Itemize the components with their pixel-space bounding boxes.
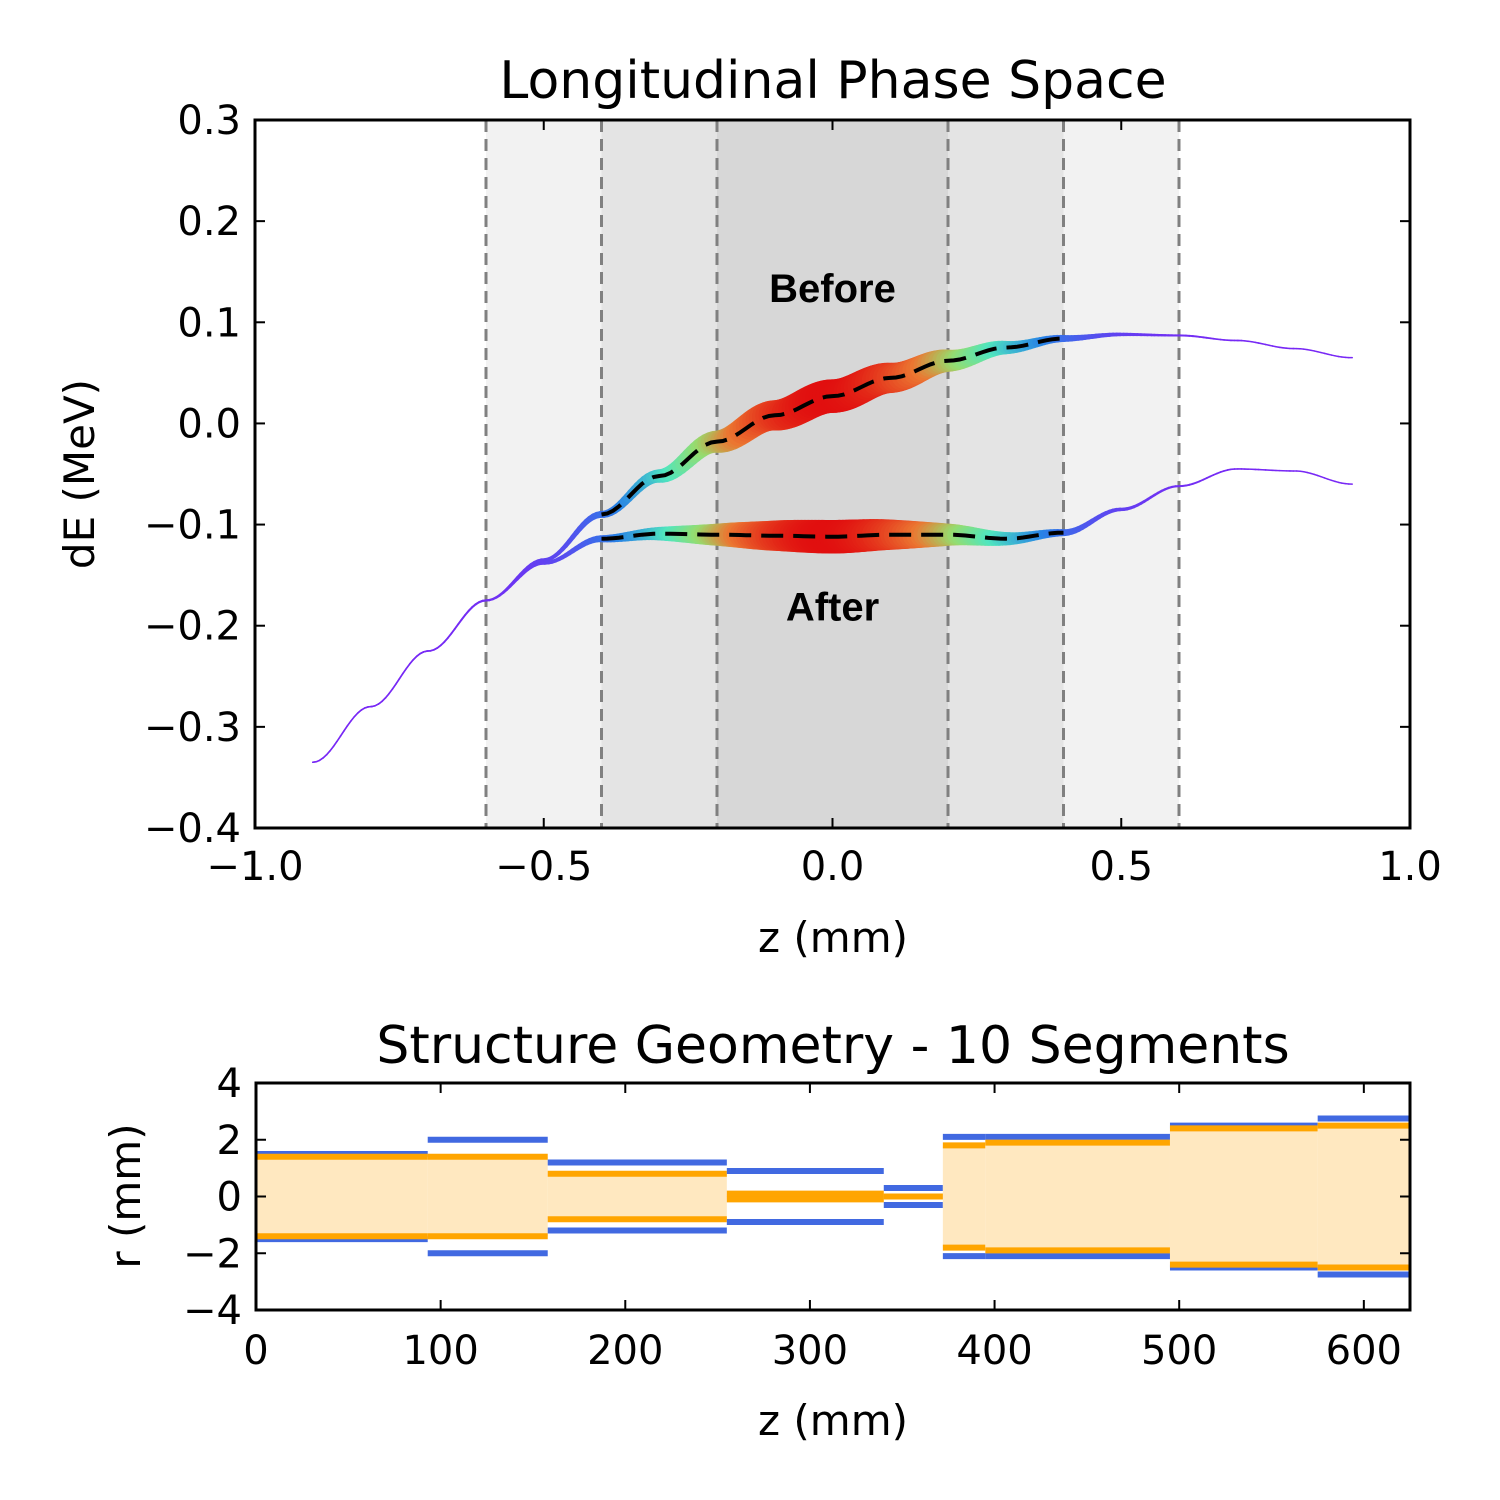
mean-curve-before (601, 336, 1064, 517)
beam-band-after-segment (453, 623, 460, 630)
x-tick-label: −1.0 (206, 844, 303, 890)
x-tick-label: −0.5 (495, 844, 592, 890)
geometry-plot-area (256, 1115, 1410, 1278)
segment-aperture-fill (256, 1156, 428, 1237)
x-tick-label: 100 (402, 1328, 478, 1374)
phase-space-y-label: dE (MeV) (55, 379, 104, 569)
beam-band-after-segment (457, 618, 463, 626)
annotation-before: Before (769, 267, 896, 311)
x-tick-label: 600 (1326, 1328, 1402, 1374)
beam-band-after-segment (339, 730, 345, 737)
y-tick-label: −0.4 (144, 806, 241, 852)
x-tick-label: 400 (956, 1328, 1032, 1374)
beam-band-after-segment (336, 735, 342, 743)
x-tick-label: 1.0 (1378, 844, 1442, 890)
shaded-band-2 (717, 120, 948, 828)
beam-band-after-segment (447, 632, 453, 639)
y-tick-label: −0.2 (144, 604, 241, 650)
y-tick-label: 0.3 (177, 98, 241, 144)
beam-band-after-segment (384, 692, 390, 699)
beam-band-after-segment (405, 663, 411, 670)
x-tick-label: 0 (243, 1328, 268, 1374)
beam-band-after-segment (332, 740, 338, 748)
geometry-axes: 0 100 200 300 400 500 600 4 2 0 −2 −4 (183, 1061, 1410, 1374)
phase-space-x-label: z (mm) (758, 913, 908, 962)
segment-aperture-fill (427, 1156, 548, 1237)
annotation-after: After (786, 586, 879, 630)
y-tick-label: 2 (217, 1118, 242, 1164)
phase-space-axes: −1.0 −0.5 0.0 0.5 1.0 0.3 0.2 0.1 0.0 −0.1 −0.2 −0.… (144, 98, 1442, 890)
y-tick-label: 0.0 (177, 401, 241, 447)
geometry-y-label: r (mm) (101, 1123, 150, 1268)
phase-space-title: Longitudinal Phase Space (499, 51, 1166, 111)
y-tick-label: −2 (183, 1231, 242, 1277)
segment-aperture-fill (1169, 1128, 1318, 1265)
geometry-title: Structure Geometry - 10 Segments (376, 1016, 1289, 1076)
beam-band-after-segment (325, 750, 331, 756)
beam-band-after-segment (460, 614, 467, 621)
x-tick-label: 300 (772, 1328, 848, 1374)
x-tick-label: 0.0 (801, 844, 865, 890)
segment-aperture-fill (547, 1173, 727, 1220)
beam-band-after-segment (388, 688, 394, 695)
beam-band-after-segment (350, 715, 356, 722)
beam-band-after-segment (346, 720, 352, 727)
y-tick-label: 0.2 (177, 199, 241, 245)
beam-band-after-segment (391, 683, 397, 690)
beam-band-after-segment (329, 745, 335, 752)
beam-band-after-segment (322, 753, 328, 759)
x-tick-label: 200 (587, 1328, 663, 1374)
beam-band-after-segment (412, 655, 418, 661)
beam-band-after-segment (343, 725, 349, 732)
beam-band-after-segment (408, 658, 415, 665)
geometry-x-label: z (mm) (758, 1396, 908, 1445)
segment-aperture-fill (1317, 1125, 1410, 1268)
beam-band-after-segment (381, 697, 387, 703)
segment-aperture-fill (942, 1145, 986, 1248)
phase-space-plot-area: Before After (312, 120, 1353, 828)
beam-band-after-segment (450, 628, 456, 635)
beam-band-after-segment (402, 667, 408, 675)
structure-geometry-chart: Structure Geometry - 10 Segments 0 100 200… (101, 1016, 1412, 1445)
mean-curve-after (601, 530, 1064, 541)
y-tick-label: 0.1 (177, 300, 241, 346)
y-tick-label: −0.1 (144, 503, 241, 549)
beam-band-after-segment (398, 672, 404, 680)
phase-space-chart: Longitudinal Phase Space Before After −1.… (55, 51, 1442, 962)
y-tick-label: 4 (217, 1061, 242, 1107)
y-tick-label: 0 (217, 1175, 242, 1221)
x-tick-label: 0.5 (1089, 844, 1153, 890)
x-tick-label: 500 (1141, 1328, 1217, 1374)
y-tick-label: −0.3 (144, 705, 241, 751)
y-tick-label: −4 (183, 1288, 242, 1334)
segment-aperture-fill (985, 1142, 1170, 1251)
beam-band-after-segment (353, 712, 359, 718)
beam-band-after-segment (395, 678, 401, 685)
beam-band-after-segment (443, 637, 449, 643)
